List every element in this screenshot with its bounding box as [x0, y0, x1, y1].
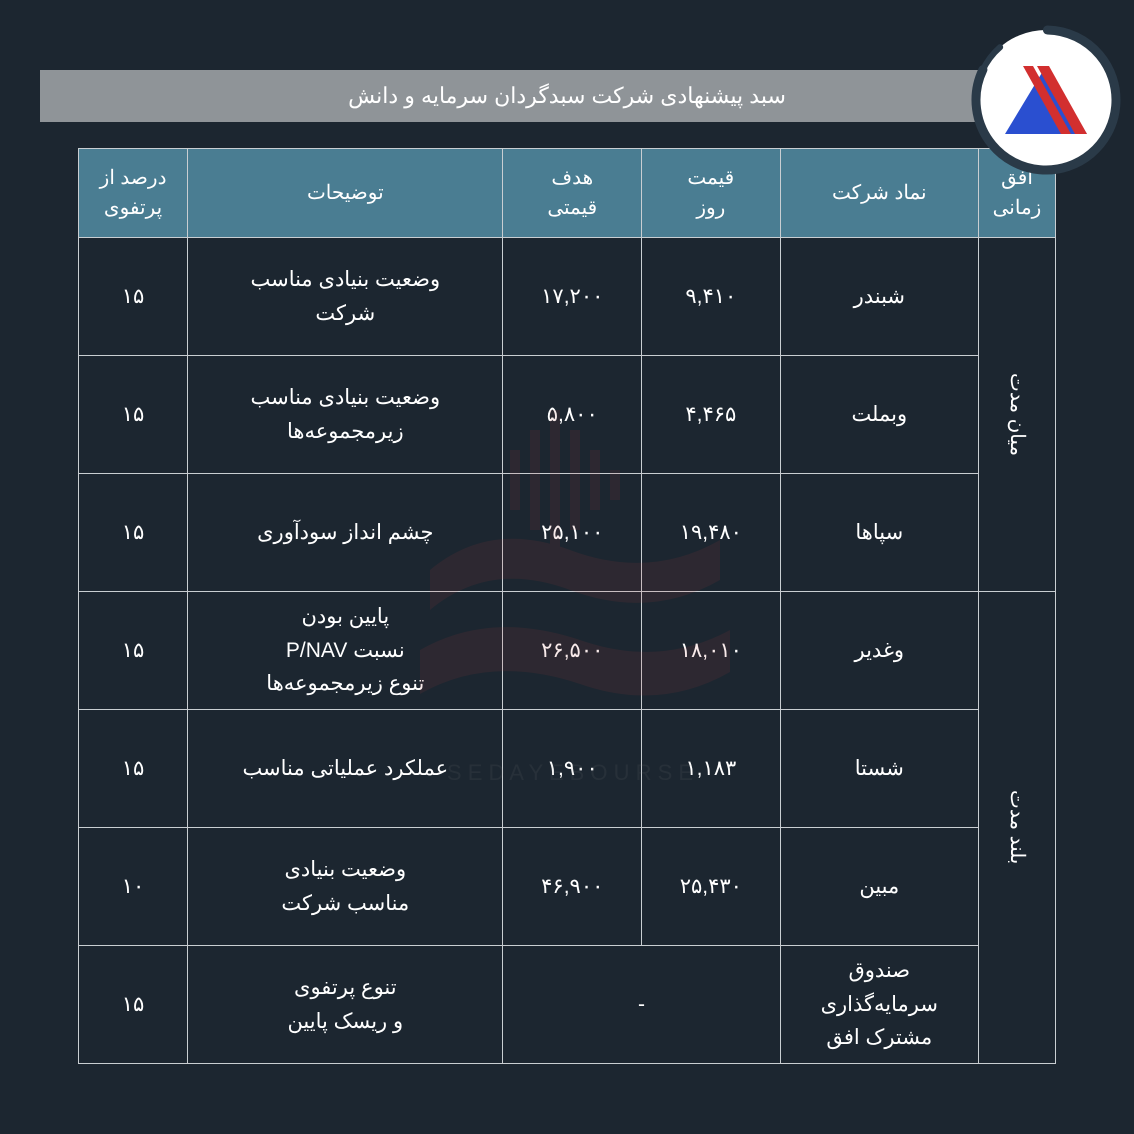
target-cell: ۵,۸۰۰ — [503, 356, 642, 474]
th-pct: درصد ازپرتفوی — [79, 149, 188, 238]
symbol-cell: مبین — [780, 828, 978, 946]
pct-cell: ۱۵ — [79, 592, 188, 710]
desc-cell: پایین بودننسبت P/NAVتنوع زیرمجموعه‌ها — [188, 592, 503, 710]
target-cell: ۱,۹۰۰ — [503, 710, 642, 828]
desc-cell: وضعیت بنیادی مناسبزیرمجموعه‌ها — [188, 356, 503, 474]
logo-triangle-icon — [1001, 60, 1091, 140]
price-cell: ۲۵,۴۳۰ — [642, 828, 781, 946]
price-cell: ۹,۴۱۰ — [642, 238, 781, 356]
symbol-cell: شستا — [780, 710, 978, 828]
price-cell: ۱۸,۰۱۰ — [642, 592, 781, 710]
header-bar: سبد پیشنهادی شرکت سبدگردان سرمایه و دانش — [40, 70, 1094, 122]
desc-cell: عملکرد عملیاتی مناسب — [188, 710, 503, 828]
desc-cell: تنوع پرتفویو ریسک پایین — [188, 946, 503, 1064]
symbol-cell: وبملت — [780, 356, 978, 474]
price-target-merged-cell: - — [503, 946, 780, 1064]
table-row: شستا۱,۱۸۳۱,۹۰۰عملکرد عملیاتی مناسب۱۵ — [79, 710, 1056, 828]
pct-cell: ۱۵ — [79, 710, 188, 828]
table-row: میان مدتشبندر۹,۴۱۰۱۷,۲۰۰وضعیت بنیادی منا… — [79, 238, 1056, 356]
desc-cell: وضعیت بنیادیمناسب شرکت — [188, 828, 503, 946]
target-cell: ۴۶,۹۰۰ — [503, 828, 642, 946]
pct-cell: ۱۵ — [79, 356, 188, 474]
horizon-cell: بلند مدت — [979, 592, 1056, 1064]
price-cell: ۱,۱۸۳ — [642, 710, 781, 828]
symbol-cell: سپاها — [780, 474, 978, 592]
symbol-cell: شبندر — [780, 238, 978, 356]
price-cell: ۱۹,۴۸۰ — [642, 474, 781, 592]
target-cell: ۱۷,۲۰۰ — [503, 238, 642, 356]
desc-cell: وضعیت بنیادی مناسبشرکت — [188, 238, 503, 356]
horizon-cell: میان مدت — [979, 238, 1056, 592]
th-price: قیمتروز — [642, 149, 781, 238]
symbol-cell: وغدیر — [780, 592, 978, 710]
logo — [976, 30, 1116, 170]
target-cell: ۲۶,۵۰۰ — [503, 592, 642, 710]
table-row: بلند مدتوغدیر۱۸,۰۱۰۲۶,۵۰۰پایین بودننسبت … — [79, 592, 1056, 710]
table-row: صندوقسرمایه‌گذاریمشترک افق-تنوع پرتفویو … — [79, 946, 1056, 1064]
th-desc: توضیحات — [188, 149, 503, 238]
page-title: سبد پیشنهادی شرکت سبدگردان سرمایه و دانش — [348, 83, 786, 109]
pct-cell: ۱۵ — [79, 474, 188, 592]
pct-cell: ۱۵ — [79, 238, 188, 356]
target-cell: ۲۵,۱۰۰ — [503, 474, 642, 592]
symbol-cell: صندوقسرمایه‌گذاریمشترک افق — [780, 946, 978, 1064]
desc-cell: چشم انداز سودآوری — [188, 474, 503, 592]
table-row: وبملت۴,۴۶۵۵,۸۰۰وضعیت بنیادی مناسبزیرمجمو… — [79, 356, 1056, 474]
pct-cell: ۱۵ — [79, 946, 188, 1064]
table-row: سپاها۱۹,۴۸۰۲۵,۱۰۰چشم انداز سودآوری۱۵ — [79, 474, 1056, 592]
pct-cell: ۱۰ — [79, 828, 188, 946]
portfolio-table: افقزمانینماد شرکتقیمتروزهدفقیمتیتوضیحاتد… — [78, 148, 1056, 1064]
th-target: هدفقیمتی — [503, 149, 642, 238]
th-symbol: نماد شرکت — [780, 149, 978, 238]
table-row: مبین۲۵,۴۳۰۴۶,۹۰۰وضعیت بنیادیمناسب شرکت۱۰ — [79, 828, 1056, 946]
price-cell: ۴,۴۶۵ — [642, 356, 781, 474]
